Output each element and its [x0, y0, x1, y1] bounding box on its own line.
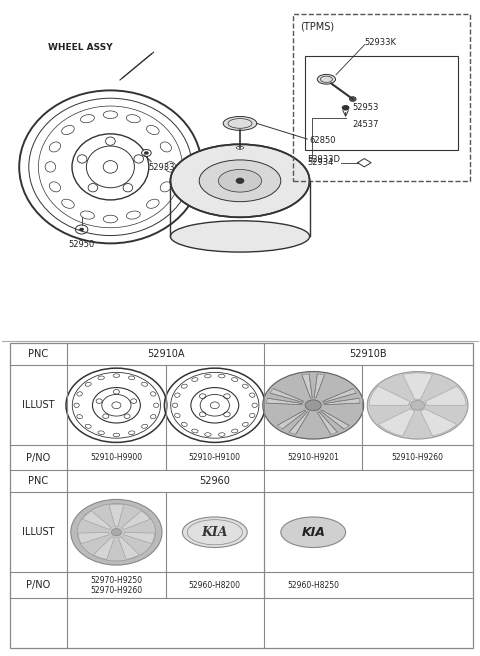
- Text: 52953: 52953: [353, 102, 379, 112]
- Ellipse shape: [410, 401, 425, 410]
- Polygon shape: [369, 386, 410, 405]
- Polygon shape: [302, 374, 312, 398]
- Ellipse shape: [170, 221, 310, 252]
- Polygon shape: [270, 388, 304, 402]
- Text: 52910-H9100: 52910-H9100: [189, 453, 241, 462]
- Text: 62850: 62850: [310, 136, 336, 146]
- Polygon shape: [109, 504, 124, 527]
- Ellipse shape: [71, 499, 162, 565]
- Circle shape: [79, 228, 84, 231]
- Text: ILLUST: ILLUST: [22, 400, 55, 410]
- Text: 52910-H9260: 52910-H9260: [392, 453, 444, 462]
- Text: ILLUST: ILLUST: [22, 527, 55, 537]
- Text: 52960-H8250: 52960-H8250: [287, 581, 339, 590]
- Circle shape: [236, 178, 244, 184]
- Circle shape: [342, 105, 349, 111]
- Ellipse shape: [199, 160, 281, 201]
- Text: 52910B: 52910B: [349, 349, 387, 359]
- Text: WHEEL ASSY: WHEEL ASSY: [48, 43, 113, 52]
- Circle shape: [349, 96, 356, 102]
- Polygon shape: [324, 398, 360, 405]
- Polygon shape: [78, 533, 109, 544]
- Circle shape: [142, 150, 151, 157]
- Ellipse shape: [182, 517, 247, 548]
- Polygon shape: [119, 537, 139, 560]
- Text: PNC: PNC: [28, 349, 48, 359]
- Polygon shape: [266, 398, 302, 405]
- Polygon shape: [94, 537, 114, 560]
- Polygon shape: [123, 533, 155, 544]
- Text: 52950: 52950: [69, 240, 95, 249]
- Polygon shape: [321, 410, 349, 429]
- Text: 52934: 52934: [307, 158, 334, 167]
- Text: PNC: PNC: [28, 476, 48, 486]
- Polygon shape: [121, 511, 150, 529]
- Ellipse shape: [281, 517, 346, 548]
- Ellipse shape: [305, 400, 321, 411]
- Text: 52960-H8200: 52960-H8200: [189, 581, 241, 590]
- Ellipse shape: [223, 117, 257, 131]
- Polygon shape: [425, 386, 466, 405]
- Text: 52910-H9900: 52910-H9900: [90, 453, 143, 462]
- Polygon shape: [378, 409, 415, 436]
- Ellipse shape: [367, 371, 468, 439]
- Text: 52910-H9201: 52910-H9201: [287, 453, 339, 462]
- Text: 24537: 24537: [353, 120, 379, 129]
- Text: KIA: KIA: [202, 525, 228, 539]
- Bar: [305, 56, 458, 150]
- Polygon shape: [83, 511, 111, 529]
- Text: 52933K: 52933K: [365, 38, 397, 47]
- Polygon shape: [289, 412, 309, 434]
- Polygon shape: [323, 388, 356, 402]
- Ellipse shape: [236, 146, 244, 150]
- Polygon shape: [420, 409, 457, 436]
- Text: 52933D: 52933D: [307, 155, 340, 163]
- Polygon shape: [314, 374, 324, 398]
- Text: 52933: 52933: [149, 163, 175, 173]
- Text: 52970-H9250
52970-H9260: 52970-H9250 52970-H9260: [90, 575, 143, 595]
- Polygon shape: [277, 410, 306, 429]
- Text: 52910A: 52910A: [147, 349, 184, 359]
- Ellipse shape: [317, 74, 336, 84]
- Ellipse shape: [77, 504, 156, 561]
- Polygon shape: [317, 412, 337, 434]
- Text: (TPMS): (TPMS): [300, 22, 334, 31]
- Ellipse shape: [263, 371, 364, 439]
- Text: P/NO: P/NO: [26, 581, 50, 590]
- Text: 52960: 52960: [199, 476, 230, 486]
- Ellipse shape: [218, 169, 262, 192]
- Polygon shape: [403, 373, 432, 400]
- Ellipse shape: [111, 529, 121, 536]
- Circle shape: [144, 152, 149, 155]
- Ellipse shape: [170, 144, 310, 217]
- Text: KIA: KIA: [301, 525, 325, 539]
- Text: P/NO: P/NO: [26, 453, 50, 462]
